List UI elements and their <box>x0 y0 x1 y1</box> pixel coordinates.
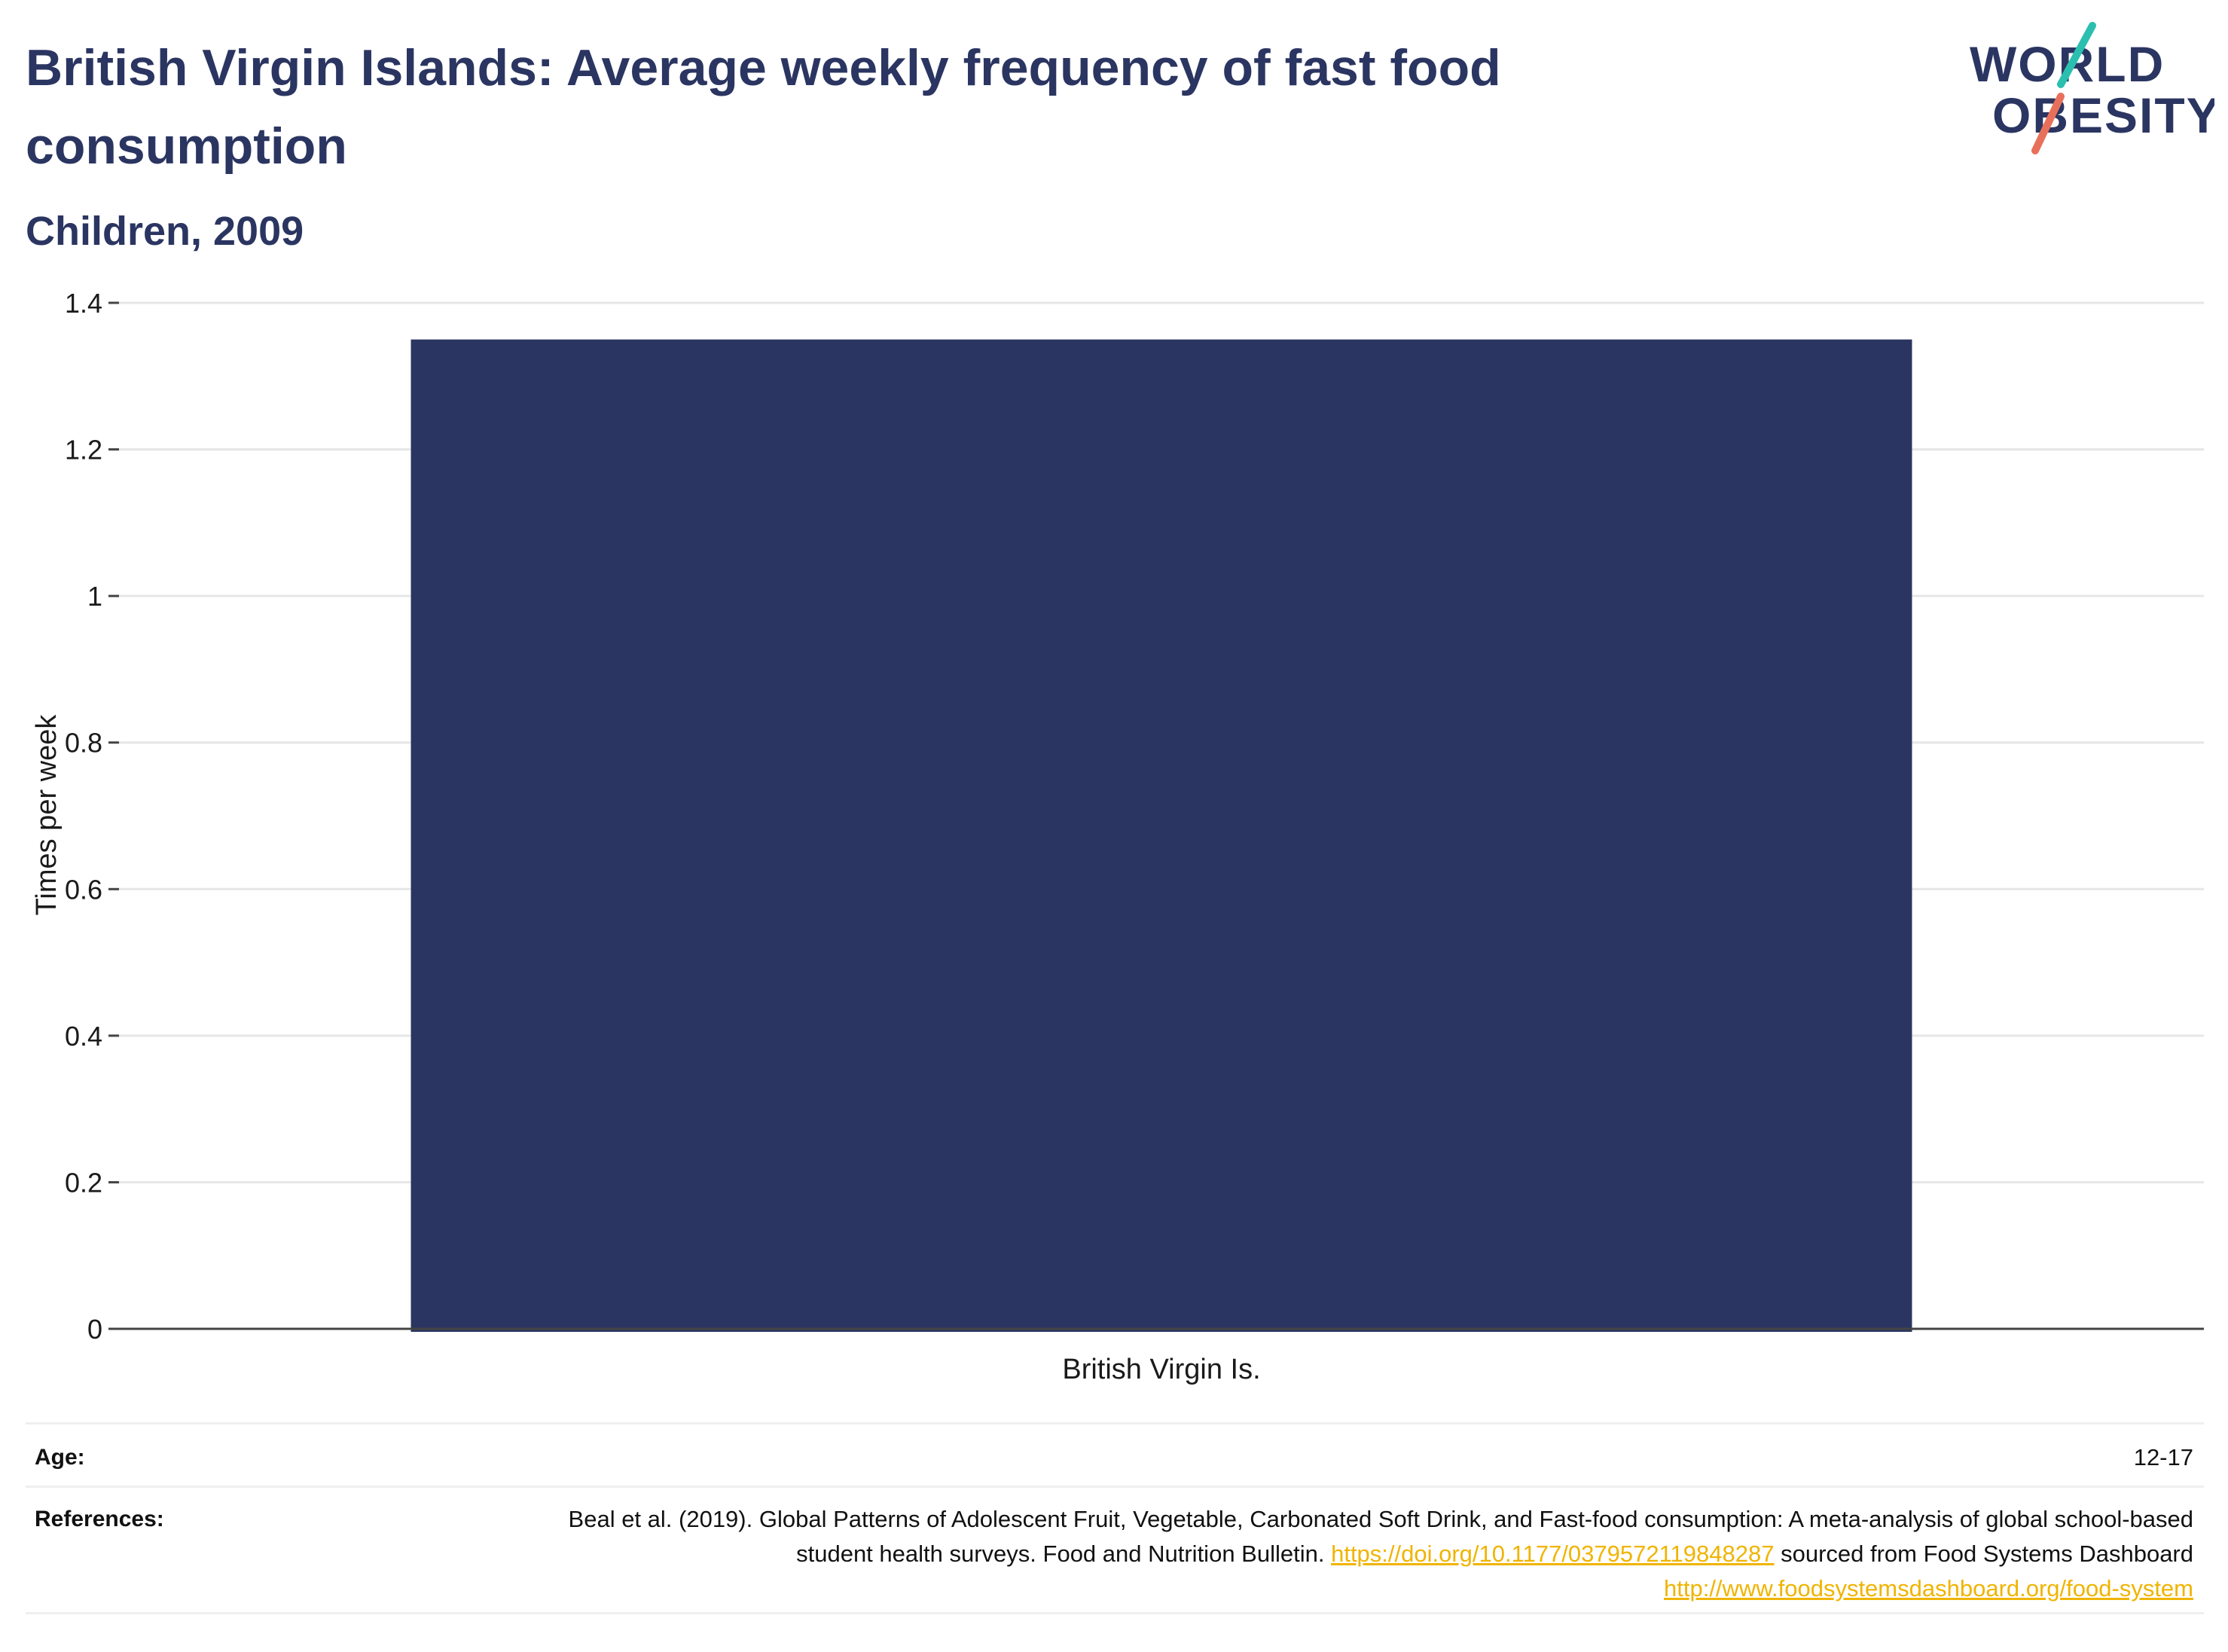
references-text: Beal et al. (2019). Global Patterns of A… <box>536 1502 2193 1606</box>
chart-subtitle: Children, 2009 <box>26 209 304 254</box>
y-tick-label: 1.4 <box>65 288 102 319</box>
y-axis-label: Times per week <box>31 714 63 916</box>
age-value: 12-17 <box>2133 1444 2193 1470</box>
y-tick-label: 0 <box>87 1314 102 1345</box>
chart-title: British Virgin Islands: Average weekly f… <box>26 39 1501 175</box>
logo-line-obesity: OBESITY <box>1992 87 2214 143</box>
y-tick-label: 1 <box>87 581 102 612</box>
y-tick-label: 1.2 <box>65 435 102 466</box>
bar-chart: 0 0.2 0.4 0.6 0.8 1 1.2 1.4 British Virgin Is. T… <box>31 288 2204 1385</box>
logo-slash-top <box>2057 22 2096 88</box>
reference-dashboard-link[interactable]: http://www.foodsystemsdashboard.org/food… <box>1664 1575 2193 1602</box>
references-label: References: <box>35 1507 164 1531</box>
logo-slash-bottom <box>2031 93 2065 154</box>
axes: 0 0.2 0.4 0.6 0.8 1 1.2 1.4 British Virgin Is. <box>65 288 2204 1385</box>
bar-british-virgin-is <box>411 339 1912 1333</box>
y-tick-label: 0.2 <box>65 1167 102 1198</box>
x-tick-label: British Virgin Is. <box>1062 1354 1260 1385</box>
bars <box>411 339 1912 1333</box>
meta-divider-top <box>26 1422 2204 1425</box>
y-tick-label: 0.8 <box>65 728 102 759</box>
meta-divider-bottom <box>26 1612 2204 1614</box>
meta-divider-mid <box>26 1486 2204 1488</box>
age-label: Age: <box>35 1445 85 1470</box>
world-obesity-logo: WORLD OBESITY <box>1970 22 2214 154</box>
reference-citation: Beal et al. (2019). Global Patterns of A… <box>568 1506 2193 1567</box>
reference-doi-link[interactable]: https://doi.org/10.1177/0379572119848287 <box>1331 1541 1775 1567</box>
logo-line-world: WORLD <box>1970 36 2165 92</box>
y-tick-label: 0.4 <box>65 1021 102 1052</box>
reference-source: sourced from Food Systems Dashboard <box>1781 1541 2193 1567</box>
y-tick-label: 0.6 <box>65 874 102 905</box>
